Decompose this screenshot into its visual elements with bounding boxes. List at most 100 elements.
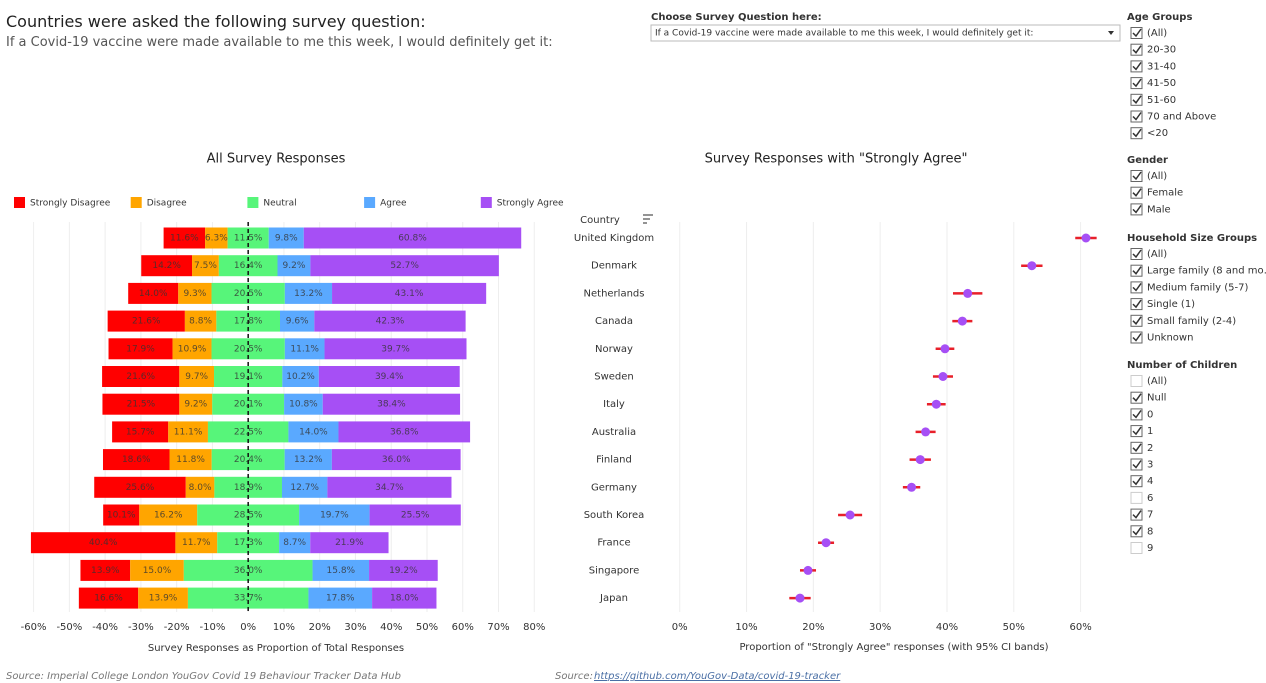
data-label: 16.6% — [94, 594, 123, 604]
checkbox[interactable] — [1130, 93, 1143, 106]
filter-option[interactable]: Small family (2-4) — [1147, 316, 1236, 327]
checkmark[interactable] — [1132, 426, 1142, 436]
checkmark[interactable] — [1132, 526, 1142, 536]
bar-segment — [277, 255, 311, 277]
checkmark[interactable] — [1132, 316, 1142, 325]
checkbox[interactable] — [1130, 525, 1143, 538]
filter-option[interactable]: 6 — [1147, 493, 1153, 504]
filter-option[interactable]: 51-60 — [1147, 95, 1176, 106]
checkmark[interactable] — [1132, 443, 1142, 452]
checkmark[interactable] — [1132, 460, 1142, 469]
checkbox[interactable] — [1130, 425, 1143, 438]
checkmark[interactable] — [1132, 409, 1142, 419]
checkbox[interactable] — [1130, 298, 1143, 311]
checkmark[interactable] — [1132, 112, 1142, 121]
checkbox[interactable] — [1130, 248, 1143, 260]
checkmark[interactable] — [1132, 171, 1142, 181]
checkbox[interactable] — [1130, 391, 1143, 404]
source-link[interactable]: https://github.com/YouGov-Data/covid-19-… — [594, 671, 841, 682]
filter-option[interactable]: Medium family (5-7) — [1147, 282, 1248, 293]
filter-option[interactable]: 41-50 — [1147, 78, 1176, 89]
checkmark[interactable] — [1132, 61, 1142, 71]
filter-option[interactable]: 7 — [1147, 510, 1153, 521]
checkmark[interactable] — [1132, 299, 1142, 309]
data-label: 52.7% — [390, 261, 419, 271]
checkbox[interactable] — [1130, 375, 1143, 387]
checkbox[interactable] — [1130, 508, 1143, 521]
x-tick-label: 50% — [416, 622, 438, 633]
checkbox[interactable] — [1130, 491, 1143, 504]
data-label: 19.2% — [389, 566, 418, 576]
bar-segment — [284, 393, 323, 415]
filter-option[interactable]: Female — [1147, 188, 1183, 199]
filter-option[interactable]: Unknown — [1147, 333, 1193, 344]
checkmark[interactable] — [1132, 188, 1142, 197]
filter-option[interactable]: 4 — [1147, 476, 1153, 487]
checkbox[interactable] — [1130, 281, 1143, 294]
checkmark[interactable] — [1132, 333, 1142, 342]
checkbox[interactable] — [1130, 314, 1143, 327]
checkbox[interactable] — [1130, 475, 1143, 488]
checkmark[interactable] — [1132, 282, 1142, 292]
dropdown-box[interactable] — [650, 24, 1121, 42]
checkmark[interactable] — [1132, 510, 1142, 519]
checkmark[interactable] — [1132, 78, 1142, 88]
filter-option[interactable]: Single (1) — [1147, 299, 1195, 310]
filter-option[interactable]: 31-40 — [1147, 61, 1176, 72]
checkbox[interactable] — [1130, 331, 1143, 344]
checkmark[interactable] — [1132, 249, 1142, 259]
bar-segment — [331, 449, 461, 471]
bar-segment — [107, 310, 185, 332]
point — [1027, 261, 1037, 271]
filter-option[interactable]: 1 — [1147, 426, 1153, 437]
checkbox[interactable] — [1130, 186, 1143, 199]
checkmark[interactable] — [1132, 95, 1142, 104]
checkbox[interactable] — [1130, 458, 1143, 471]
checkbox[interactable] — [1130, 408, 1143, 421]
filter-option[interactable]: (All) — [1147, 171, 1167, 182]
filter-option[interactable]: 70 and Above — [1147, 112, 1216, 123]
checkbox[interactable] — [1130, 170, 1143, 182]
filter-option[interactable]: (All) — [1147, 249, 1167, 260]
checkbox[interactable] — [1130, 203, 1143, 216]
checkbox[interactable] — [1130, 542, 1143, 554]
filter-option[interactable]: (All) — [1147, 28, 1167, 39]
checkmark[interactable] — [1132, 266, 1142, 275]
checkbox[interactable] — [1130, 43, 1143, 56]
x-tick-label: 10% — [735, 622, 757, 633]
checkmark[interactable] — [1132, 476, 1142, 486]
x-tick-label: 80% — [523, 622, 545, 633]
checkmark[interactable] — [1132, 204, 1142, 214]
checkbox[interactable] — [1130, 60, 1143, 73]
x-tick-label: 70% — [487, 622, 509, 633]
checkmark[interactable] — [1132, 28, 1142, 38]
checkbox[interactable] — [1130, 264, 1143, 277]
checkbox[interactable] — [1130, 77, 1143, 90]
bar-segment — [205, 227, 228, 249]
filter-option[interactable]: 0 — [1147, 409, 1153, 420]
filter-option[interactable]: Male — [1147, 204, 1171, 215]
filter-option[interactable]: <20 — [1147, 128, 1168, 139]
category-label: Germany — [591, 482, 637, 493]
question-dropdown[interactable]: If a Covid-19 vaccine were made availabl… — [650, 24, 1121, 42]
checkmark[interactable] — [1132, 393, 1142, 402]
data-label: 18.6% — [122, 455, 151, 465]
filter-option[interactable]: 3 — [1147, 460, 1153, 471]
filter-option[interactable]: 9 — [1147, 543, 1153, 554]
checkmark[interactable] — [1132, 45, 1142, 54]
filter-option[interactable]: 20-30 — [1147, 45, 1176, 56]
dropdown-value[interactable]: If a Covid-19 vaccine were made availabl… — [655, 29, 1033, 39]
filter-option[interactable]: 2 — [1147, 443, 1153, 454]
checkbox[interactable] — [1130, 110, 1143, 123]
filter-option[interactable]: Large family (8 and mo… — [1147, 266, 1266, 277]
bar-segment — [128, 282, 179, 304]
filter-option[interactable]: Null — [1147, 393, 1166, 404]
filter-option[interactable]: 8 — [1147, 526, 1153, 537]
checkmark[interactable] — [1132, 128, 1142, 138]
checkbox[interactable] — [1130, 127, 1143, 140]
checkbox[interactable] — [1130, 27, 1143, 39]
sort-icon[interactable] — [643, 214, 653, 224]
dropdown-arrow[interactable] — [1108, 31, 1114, 35]
checkbox[interactable] — [1130, 441, 1143, 454]
filter-option[interactable]: (All) — [1147, 376, 1167, 387]
